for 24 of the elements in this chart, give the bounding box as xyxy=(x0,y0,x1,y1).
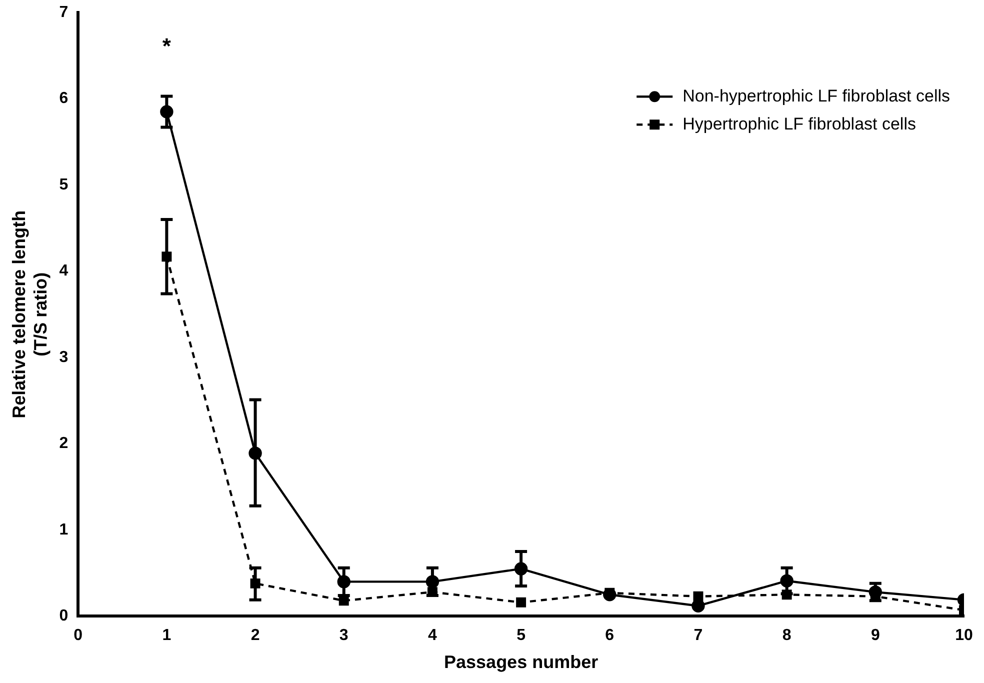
y-tick-label: 3 xyxy=(59,348,68,366)
y-tick-label: 6 xyxy=(59,90,68,108)
y-tick-label: 4 xyxy=(59,262,68,280)
x-tick-label: 9 xyxy=(870,627,880,644)
y-tick-label: 5 xyxy=(59,176,68,194)
y-tick-label: 2 xyxy=(59,435,68,452)
x-tick-label: 3 xyxy=(339,627,348,644)
x-tick-label: 4 xyxy=(428,627,438,644)
x-tick-label: 5 xyxy=(516,627,526,644)
x-tick-label: 1 xyxy=(162,627,172,644)
y-tick-label: 0 xyxy=(59,608,68,625)
x-tick-label: 6 xyxy=(605,627,614,644)
x-tick-label: 0 xyxy=(74,627,83,644)
x-tick-label: 7 xyxy=(694,627,703,644)
legend-label: Hypertrophic LF fibroblast cells xyxy=(682,114,916,134)
x-tick-label: 10 xyxy=(955,627,973,644)
x-tick-label: 2 xyxy=(250,627,260,644)
y-tick-label: 1 xyxy=(59,521,68,538)
y-axis-title: Relative telomere length (T/S ratio) xyxy=(8,210,50,418)
legend-label: Non-hypertrophic LF fibroblast cells xyxy=(682,86,950,106)
annotation: * xyxy=(162,33,172,58)
y-tick-label: 7 xyxy=(59,4,68,22)
x-tick-label: 8 xyxy=(782,627,792,644)
x-axis-title: Passages number xyxy=(444,652,598,672)
